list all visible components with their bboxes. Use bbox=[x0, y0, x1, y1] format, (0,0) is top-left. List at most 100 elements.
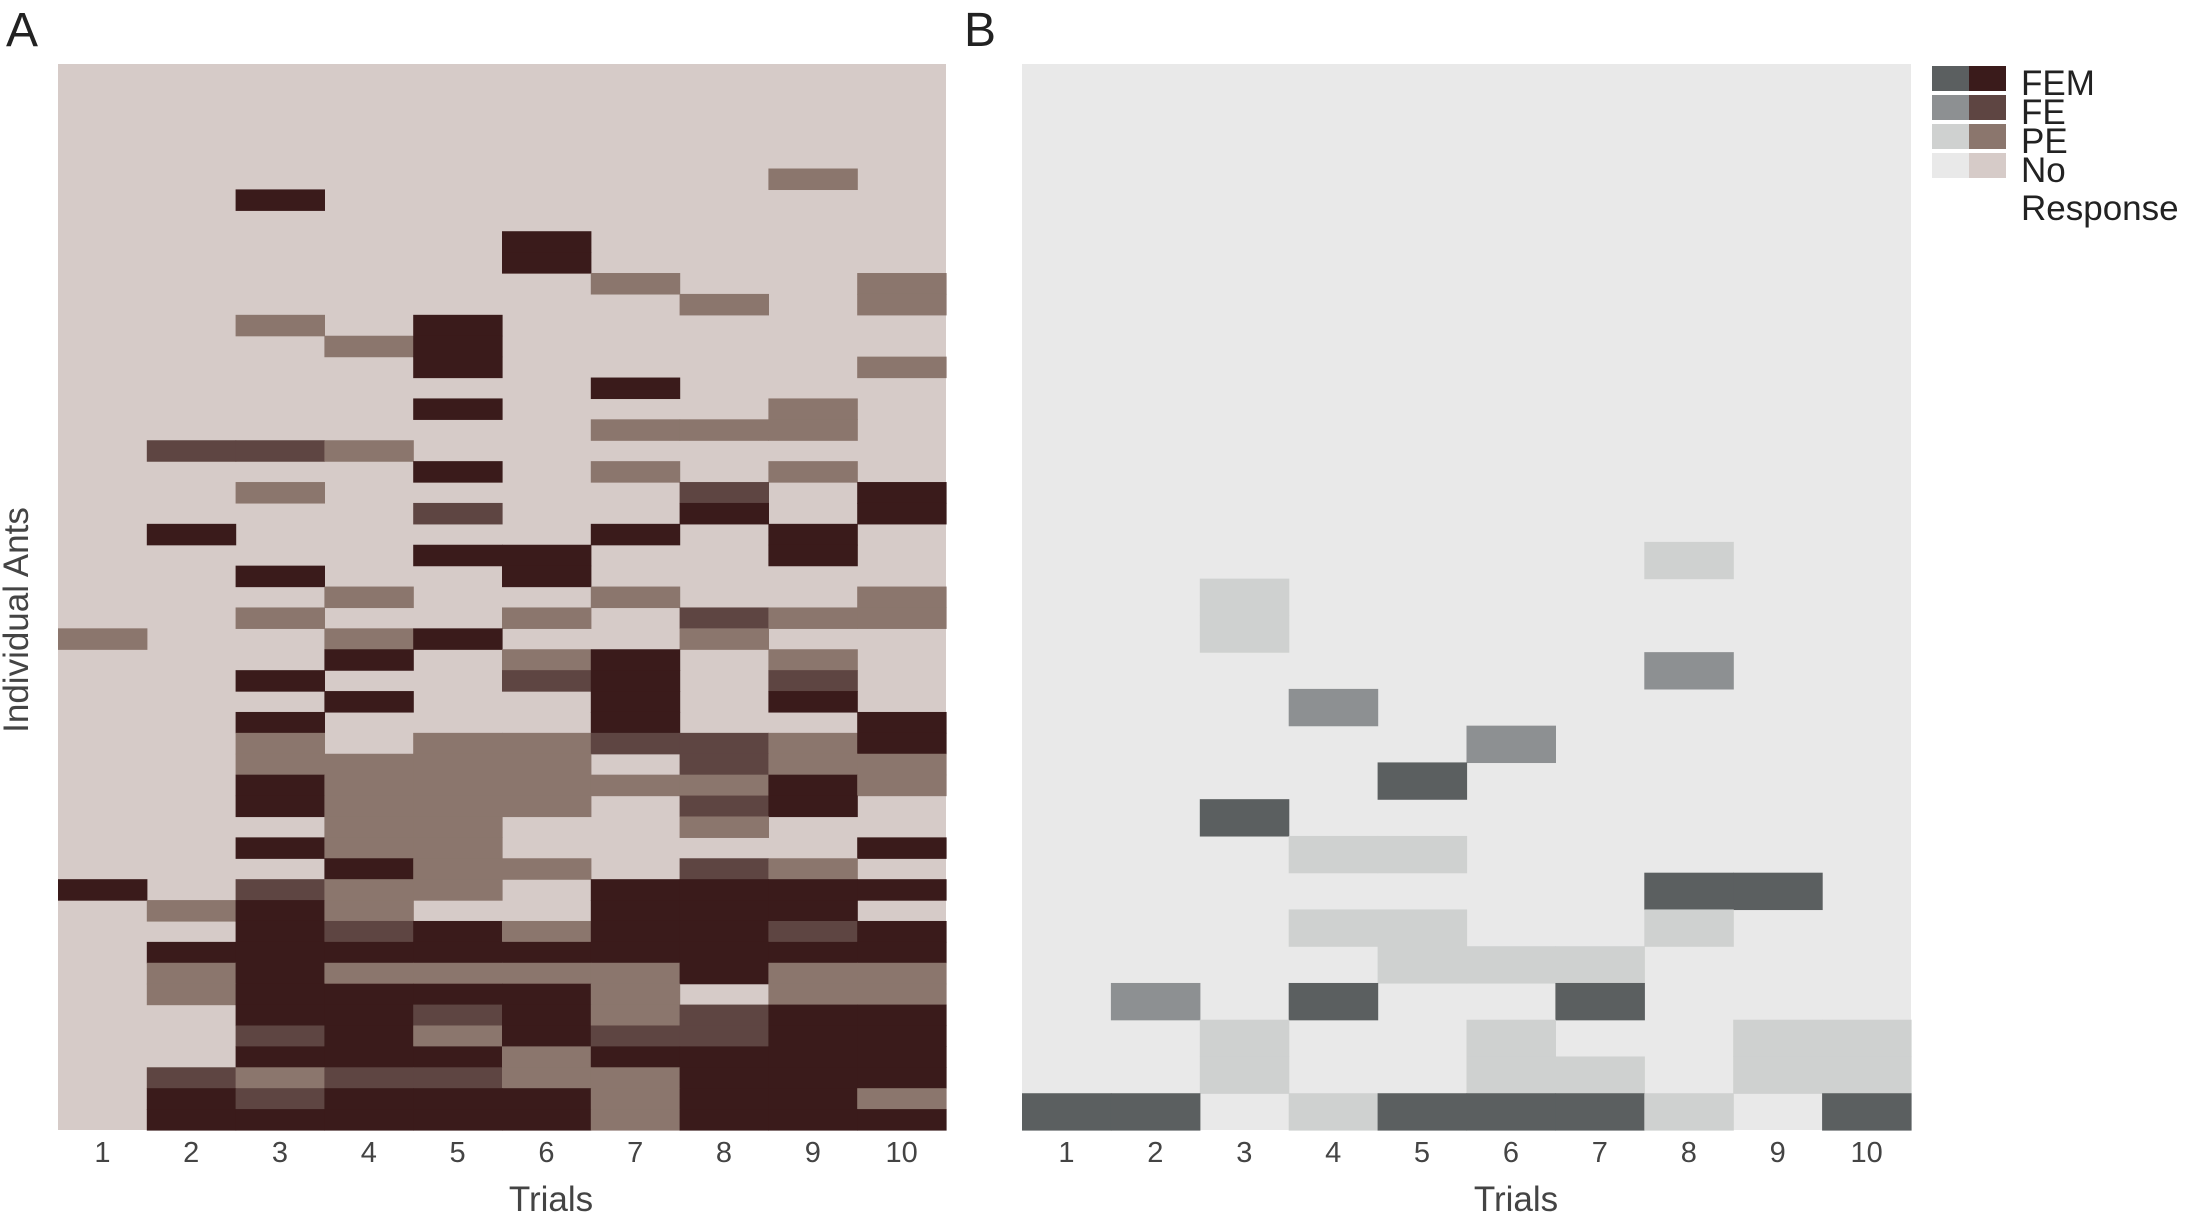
panel-b-cell-fem bbox=[1733, 872, 1823, 911]
panel-a-cell-fem bbox=[679, 502, 769, 525]
panel-a-cell-fe bbox=[235, 440, 325, 462]
panel-a-cell-fe bbox=[146, 440, 237, 462]
panel-a-cell-fe bbox=[679, 482, 769, 504]
panel-a-cell-pe bbox=[857, 607, 947, 629]
panel-a-cell-fe bbox=[235, 1025, 325, 1047]
panel-b-cell-fe bbox=[1644, 652, 1734, 690]
legend-swatch-fe-gray bbox=[1932, 95, 1969, 120]
panel-a-cell-pe bbox=[324, 586, 414, 609]
panel-b-cell-pe bbox=[1644, 541, 1734, 580]
panel-a-cell-fem bbox=[679, 941, 769, 964]
panel-a-cell-fem bbox=[413, 335, 503, 358]
legend: FEM FE PE No Response bbox=[1932, 64, 2179, 228]
panel-b-x-tick-label: 1 bbox=[1058, 1137, 1074, 1169]
legend-swatch-fem-brown bbox=[1969, 66, 2006, 91]
panel-a-cell-pe bbox=[502, 649, 592, 671]
panel-a-cell-fem bbox=[590, 711, 681, 734]
panel-a-cell-fem bbox=[146, 1109, 237, 1131]
panel-b-cell-pe bbox=[1555, 1056, 1645, 1094]
panel-a-cell-fem bbox=[768, 900, 858, 922]
panel-a-cell-fem bbox=[857, 502, 947, 525]
panel-a-cell-pe bbox=[768, 461, 858, 483]
panel-a-cell-fem bbox=[502, 231, 592, 253]
panel-a-cell-fem bbox=[857, 732, 947, 755]
panel-a-cell-fem bbox=[324, 983, 414, 1006]
panel-a-cell-fem bbox=[768, 523, 858, 546]
panel-a-cell-pe bbox=[324, 440, 414, 462]
panel-b-cell-fem bbox=[1022, 1093, 1112, 1131]
panel-a-cell-fem bbox=[768, 1025, 858, 1047]
legend-swatch-pe-gray bbox=[1932, 124, 1969, 149]
panel-a-cell-fem bbox=[768, 941, 858, 964]
panel-a-cell-fem bbox=[590, 941, 681, 964]
panel-a-cell-fem bbox=[590, 523, 681, 546]
panel-a-cell-fem bbox=[768, 774, 858, 797]
panel-a-cell-fem bbox=[679, 1046, 769, 1068]
panel-b-cell-pe bbox=[1377, 946, 1468, 984]
panel-b-cell-fem bbox=[1555, 982, 1645, 1021]
panel-a-x-tick-label: 4 bbox=[361, 1137, 377, 1169]
panel-a-cell-fem bbox=[235, 774, 325, 797]
panel-a-y-axis-label: Individual Ants bbox=[0, 507, 36, 733]
panel-b-cell-pe bbox=[1466, 1019, 1556, 1058]
panel-b-heatmap-cells bbox=[1022, 64, 1912, 1131]
panel-a-x-tick-label: 3 bbox=[272, 1137, 288, 1169]
panel-a-cell-pe bbox=[768, 419, 858, 441]
panel-b-x-tick-label: 7 bbox=[1592, 1137, 1608, 1169]
panel-a: A 1 2 3 4 5 6 7 8 9 10 Trials Individual Ants bbox=[0, 4, 947, 1219]
panel-b-x-tick-label: 8 bbox=[1681, 1137, 1697, 1169]
panel-b-x-tick-label: 9 bbox=[1770, 1137, 1786, 1169]
panel-a-cell-fe bbox=[679, 753, 769, 776]
panel-b-cell-fem bbox=[1466, 1093, 1556, 1131]
panel-a-cell-pe bbox=[590, 1004, 681, 1027]
panel-a-cell-pe bbox=[324, 628, 414, 650]
panel-b-cell-fem bbox=[1377, 762, 1468, 800]
panel-a-cell-fem bbox=[235, 941, 325, 964]
panel-b-x-tick-label: 4 bbox=[1325, 1137, 1341, 1169]
panel-a-cell-fem bbox=[590, 670, 681, 692]
panel-a-cell-pe bbox=[768, 983, 858, 1006]
panel-b-cell-pe bbox=[1822, 1056, 1912, 1094]
panel-a-cell-pe bbox=[413, 732, 503, 755]
panel-a-cell-pe bbox=[146, 962, 237, 985]
legend-label-fe: FE bbox=[2021, 93, 2066, 132]
panel-b-x-tick-label: 2 bbox=[1147, 1137, 1163, 1169]
panel-a-cell-fem bbox=[235, 900, 325, 922]
panel-a-cell-fem bbox=[857, 1109, 947, 1131]
panel-a-cell-fem bbox=[679, 1109, 769, 1131]
panel-a-cell-fem bbox=[857, 1025, 947, 1047]
panel-a-cell-fem bbox=[590, 900, 681, 922]
panel-a-cell-fem bbox=[324, 691, 414, 713]
panel-a-cell-pe bbox=[413, 774, 503, 797]
panel-a-cell-fem bbox=[324, 649, 414, 671]
panel-a-cell-fem bbox=[768, 1109, 858, 1131]
panel-a-cell-fem bbox=[502, 565, 592, 588]
panel-a-cell-fem bbox=[768, 1046, 858, 1068]
panel-a-cell-fem bbox=[768, 1088, 858, 1110]
panel-a-cell-fem bbox=[679, 920, 769, 943]
panel-a-cell-pe bbox=[146, 900, 237, 922]
panel-a-x-axis-label: Trials bbox=[509, 1180, 593, 1219]
panel-b-cell-fem bbox=[1644, 872, 1734, 911]
panel-a-cell-pe bbox=[235, 607, 325, 629]
panel-a-cell-pe bbox=[857, 293, 947, 316]
panel-a-cell-fe bbox=[679, 1004, 769, 1027]
panel-a-cell-fe bbox=[768, 670, 858, 692]
panel-a-cell-pe bbox=[502, 920, 592, 943]
panel-a-cell-pe bbox=[679, 628, 769, 650]
panel-a-cell-pe bbox=[324, 879, 414, 901]
panel-a-cell-pe bbox=[413, 753, 503, 776]
panel-a-cell-pe bbox=[502, 858, 592, 880]
panel-a-cell-pe bbox=[413, 816, 503, 838]
panel-a-cell-pe bbox=[413, 858, 503, 880]
panel-a-cell-fem bbox=[235, 920, 325, 943]
panel-a-cell-pe bbox=[590, 1067, 681, 1089]
panel-a-x-tick-label: 2 bbox=[183, 1137, 199, 1169]
panel-a-cell-fe bbox=[679, 795, 769, 818]
panel-a-cell-pe bbox=[679, 419, 769, 441]
panel-b-cell-pe bbox=[1199, 615, 1290, 653]
panel-a-cell-fem bbox=[502, 544, 592, 567]
panel-b-cell-pe bbox=[1466, 946, 1556, 984]
panel-b-cell-fe bbox=[1110, 982, 1201, 1021]
panel-a-cell-pe bbox=[502, 962, 592, 985]
